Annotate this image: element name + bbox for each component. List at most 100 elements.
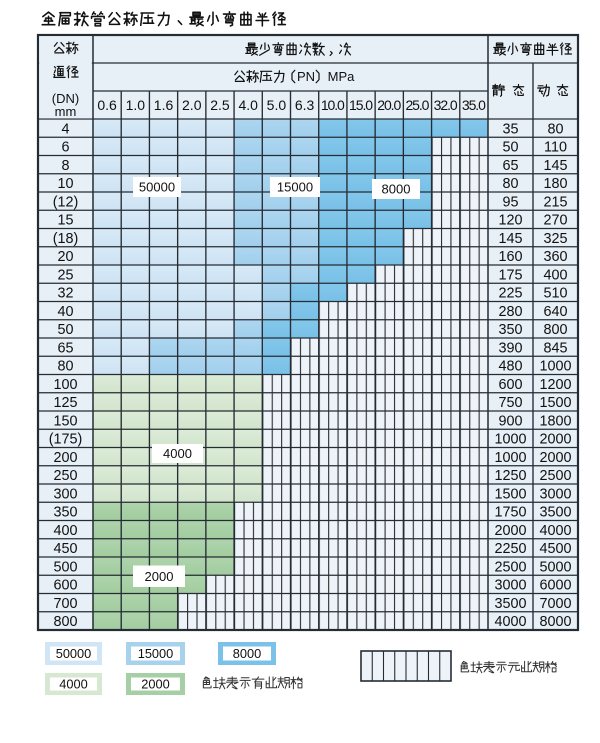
svg-text:50: 50 [502,140,518,156]
svg-text:480: 480 [498,359,522,375]
svg-text:6.3: 6.3 [295,97,315,113]
svg-text:1800: 1800 [539,413,571,429]
svg-text:400: 400 [543,267,567,283]
svg-text:175: 175 [498,267,522,283]
svg-text:180: 180 [543,176,567,192]
svg-text:1250: 1250 [494,468,526,484]
svg-text:35: 35 [502,121,518,137]
svg-text:4.0: 4.0 [238,97,258,113]
svg-text:510: 510 [543,286,567,302]
svg-text:150: 150 [53,413,77,429]
svg-text:(DN): (DN) [52,91,79,106]
svg-text:110: 110 [544,140,567,156]
svg-text:20.0: 20.0 [377,97,401,113]
svg-text:1750: 1750 [494,505,526,521]
svg-text:400: 400 [53,523,77,539]
svg-text:65: 65 [502,158,518,174]
svg-text:215: 215 [543,194,567,210]
svg-text:3500: 3500 [539,505,571,521]
svg-text:(175): (175) [49,432,83,448]
svg-text:40: 40 [57,304,73,320]
svg-text:10.0: 10.0 [321,97,345,113]
svg-text:7000: 7000 [539,596,571,612]
svg-text:6000: 6000 [539,578,571,594]
svg-text:25.0: 25.0 [405,97,429,113]
svg-text:95: 95 [502,194,518,210]
svg-text:160: 160 [498,249,522,265]
svg-text:8: 8 [61,158,69,174]
svg-text:360: 360 [543,249,567,265]
svg-text:6: 6 [61,140,69,156]
svg-text:15.0: 15.0 [349,97,373,113]
svg-text:4500: 4500 [539,541,571,557]
svg-text:50: 50 [57,322,73,338]
svg-text:MPa: MPa [328,69,356,84]
svg-text:8000: 8000 [539,614,571,630]
svg-text:2000: 2000 [539,450,571,466]
svg-text:600: 600 [498,377,522,393]
svg-text:65: 65 [57,340,73,356]
svg-text:(18): (18) [53,231,79,247]
svg-text:5000: 5000 [539,559,571,575]
svg-text:450: 450 [53,541,77,557]
svg-text:2.5: 2.5 [210,97,230,113]
svg-text:15000: 15000 [277,180,313,195]
svg-text:1000: 1000 [494,432,526,448]
svg-text:325: 325 [543,231,567,247]
svg-text:32.0: 32.0 [434,97,458,113]
svg-text:80: 80 [57,359,73,375]
svg-text:8000: 8000 [233,646,261,661]
svg-text:3000: 3000 [539,486,571,502]
svg-text:700: 700 [53,596,77,612]
svg-text:250: 250 [53,468,77,484]
svg-text:900: 900 [498,413,522,429]
svg-text:600: 600 [53,578,77,594]
svg-text:350: 350 [498,322,522,338]
svg-text:2500: 2500 [539,468,571,484]
svg-text:50000: 50000 [139,180,175,195]
svg-text:500: 500 [53,559,77,575]
svg-text:2.0: 2.0 [182,97,202,113]
svg-text:(12): (12) [53,194,79,210]
svg-text:1.6: 1.6 [154,97,174,113]
svg-text:5.0: 5.0 [267,97,287,113]
svg-text:mm: mm [55,104,77,119]
svg-text:4: 4 [61,121,69,137]
svg-text:4000: 4000 [163,446,192,461]
svg-text:1000: 1000 [494,450,526,466]
svg-text:270: 270 [543,213,567,229]
svg-text:350: 350 [53,505,77,521]
svg-text:845: 845 [543,340,567,356]
svg-text:390: 390 [498,340,522,356]
svg-text:100: 100 [53,377,77,393]
svg-text:80: 80 [502,176,518,192]
svg-text:1500: 1500 [539,395,571,411]
svg-text:4000: 4000 [494,614,526,630]
svg-text:20: 20 [57,249,73,265]
svg-text:8000: 8000 [382,182,411,197]
svg-text:225: 225 [498,286,522,302]
svg-text:0.6: 0.6 [97,97,117,113]
svg-text:800: 800 [53,614,77,630]
svg-text:145: 145 [498,231,522,247]
svg-text:1500: 1500 [494,486,526,502]
svg-text:PN: PN [297,69,315,84]
svg-text:15: 15 [57,213,73,229]
svg-text:3500: 3500 [494,596,526,612]
svg-text:2000: 2000 [494,523,526,539]
svg-text:50000: 50000 [56,646,92,661]
svg-text:125: 125 [53,395,77,411]
svg-text:2000: 2000 [145,569,174,584]
svg-text:2000: 2000 [141,676,169,691]
svg-text:640: 640 [543,304,567,320]
svg-text:2250: 2250 [494,541,526,557]
svg-text:10: 10 [57,176,73,192]
svg-text:280: 280 [498,304,522,320]
svg-text:4000: 4000 [59,676,87,691]
svg-text:80: 80 [547,121,563,137]
svg-text:800: 800 [543,322,567,338]
svg-text:15000: 15000 [138,646,174,661]
svg-text:750: 750 [498,395,522,411]
svg-text:1200: 1200 [539,377,571,393]
svg-text:300: 300 [53,486,77,502]
